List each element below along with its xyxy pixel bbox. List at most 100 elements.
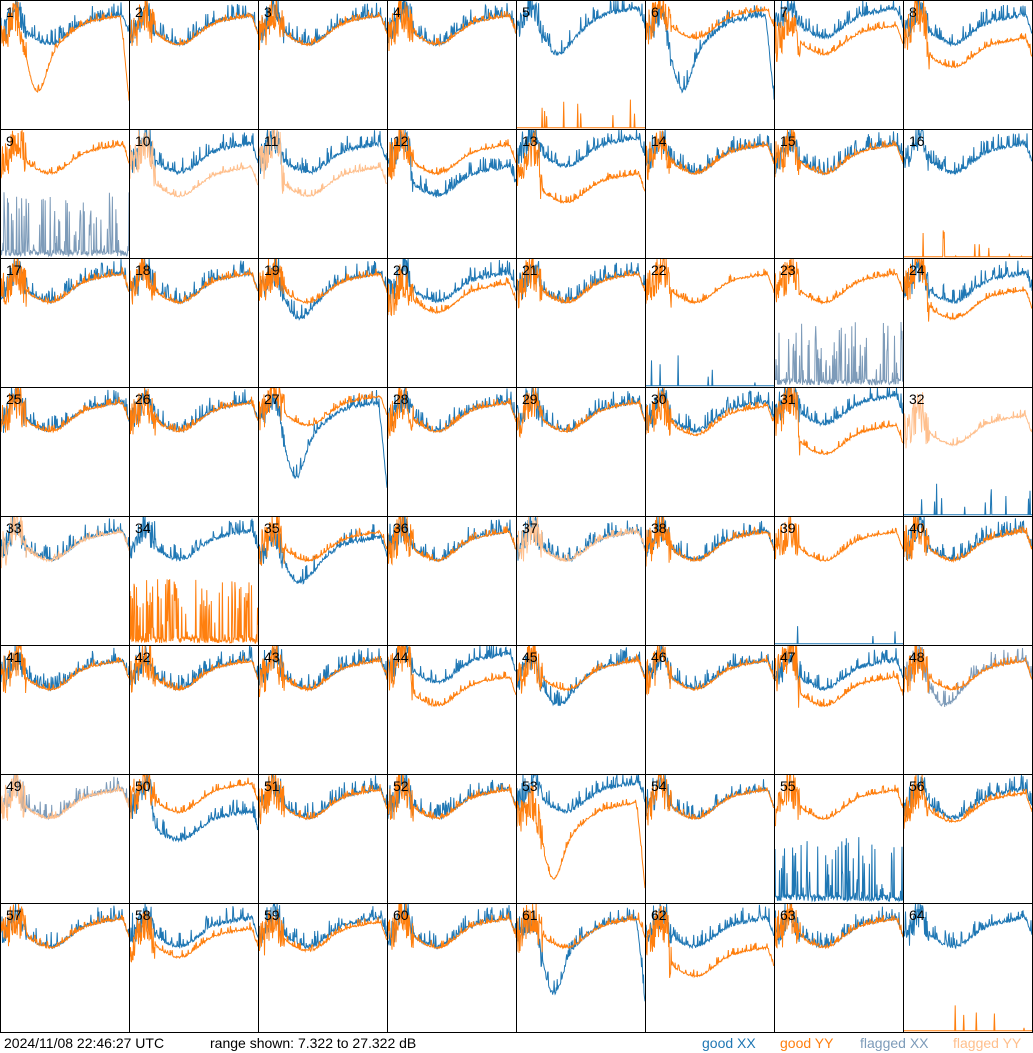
panel-plot	[517, 904, 645, 1002]
panel-plot	[1, 259, 129, 307]
panel-29: 29	[517, 388, 646, 517]
panel-plot	[130, 1, 258, 48]
panel-number: 42	[135, 649, 151, 665]
panel-number: 50	[135, 778, 151, 794]
panel-plot	[517, 646, 645, 707]
panel-plot	[517, 259, 645, 309]
panel-plot	[775, 259, 903, 387]
good-yy-series	[1, 259, 129, 307]
panel-plot	[517, 1, 645, 129]
panel-plot	[646, 775, 774, 826]
panel-63: 63	[775, 904, 904, 1033]
good-yy-series	[517, 388, 645, 439]
good-yy-series	[130, 910, 258, 963]
panel-58: 58	[130, 904, 259, 1033]
panel-14: 14	[646, 130, 775, 259]
good-yy-series	[775, 775, 903, 827]
panel-number: 53	[522, 778, 538, 794]
good-xx-series	[388, 259, 516, 304]
panel-number: 58	[135, 907, 151, 923]
panel-plot	[646, 130, 774, 181]
good-yy-series	[646, 775, 774, 826]
panel-39: 39	[775, 517, 904, 646]
panel-20: 20	[388, 259, 517, 388]
panel-57: 57	[1, 904, 130, 1033]
good-yy-series	[517, 646, 645, 694]
panel-plot	[904, 130, 1032, 258]
panel-plot	[646, 388, 774, 437]
flagged-yy-series	[130, 130, 258, 198]
good-yy-series	[517, 130, 645, 204]
panel-plot	[388, 130, 516, 199]
good-yy-series	[904, 517, 1032, 564]
panel-number: 22	[651, 262, 667, 278]
panel-number: 52	[393, 778, 409, 794]
good-yy-series	[904, 775, 1032, 829]
panel-plot	[904, 1, 1032, 70]
good-yy-series	[388, 264, 516, 317]
panel-number: 27	[264, 391, 280, 407]
good-yy-series	[1, 904, 129, 950]
panel-number: 60	[393, 907, 409, 923]
panel-plot	[130, 904, 258, 963]
panel-number: 24	[909, 262, 925, 278]
good-yy-series	[904, 230, 1032, 258]
panel-25: 25	[1, 388, 130, 517]
panel-plot	[904, 775, 1032, 829]
panel-plot	[388, 517, 516, 566]
legend-good-xx: good XX	[702, 1035, 756, 1051]
panel-22: 22	[646, 259, 775, 388]
panel-42: 42	[130, 646, 259, 775]
good-yy-series	[517, 904, 645, 953]
panel-number: 20	[393, 262, 409, 278]
panel-61: 61	[517, 904, 646, 1033]
good-yy-series	[130, 388, 258, 436]
good-yy-series	[1, 646, 129, 694]
good-yy-series	[904, 1, 1032, 70]
timestamp: 2024/11/08 22:46:27 UTC	[4, 1035, 165, 1051]
good-xx-series	[130, 517, 258, 562]
panel-17: 17	[1, 259, 130, 388]
good-xx-series	[904, 483, 1032, 516]
good-yy-series	[1, 130, 129, 179]
panel-plot	[646, 646, 774, 696]
panel-number: 21	[522, 262, 538, 278]
panel-number: 55	[780, 778, 796, 794]
panel-number: 30	[651, 391, 667, 407]
flagged-yy-series	[904, 392, 1032, 449]
panel-number: 12	[393, 133, 409, 149]
panel-number: 63	[780, 907, 796, 923]
flagged-xx-series	[1, 192, 129, 258]
panel-64: 64	[904, 904, 1033, 1033]
panel-number: 41	[6, 649, 22, 665]
panel-31: 31	[775, 388, 904, 517]
panel-plot	[775, 1, 903, 63]
panel-55: 55	[775, 775, 904, 904]
panel-plot	[259, 646, 387, 698]
panel-47: 47	[775, 646, 904, 775]
panel-43: 43	[259, 646, 388, 775]
panel-number: 8	[909, 4, 917, 20]
panel-number: 37	[522, 520, 538, 536]
panel-number: 5	[522, 4, 530, 20]
good-xx-series	[646, 904, 774, 950]
good-xx-series	[646, 1, 774, 100]
panel-62: 62	[646, 904, 775, 1033]
good-yy-series	[130, 259, 258, 305]
panel-plot	[775, 904, 903, 950]
good-yy-series	[904, 259, 1032, 322]
good-xx-series	[646, 355, 774, 387]
panel-number: 47	[780, 649, 796, 665]
panel-plot	[646, 904, 774, 979]
good-yy-series	[259, 775, 387, 825]
good-yy-series	[130, 1, 258, 46]
panel-number: 6	[651, 4, 659, 20]
panel-plot	[130, 130, 258, 198]
panel-plot	[646, 259, 774, 387]
panel-26: 26	[130, 388, 259, 517]
good-yy-series	[388, 904, 516, 950]
good-yy-series	[388, 388, 516, 439]
panel-number: 10	[135, 133, 151, 149]
panel-21: 21	[517, 259, 646, 388]
good-xx-series	[259, 389, 387, 488]
